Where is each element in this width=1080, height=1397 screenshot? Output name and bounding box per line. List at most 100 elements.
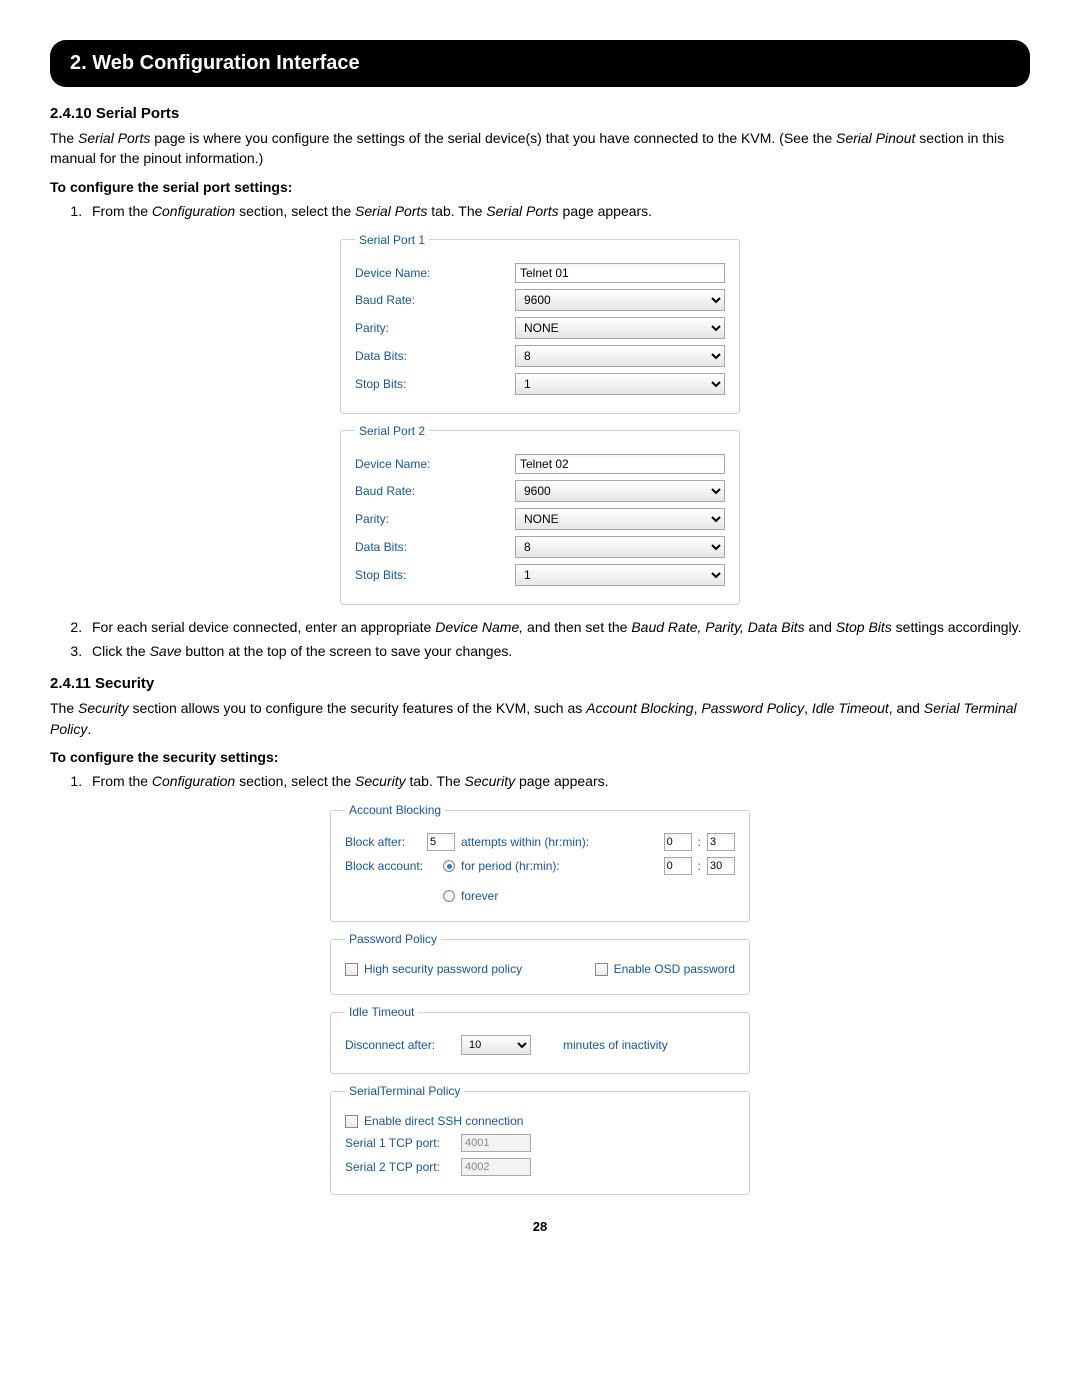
label-baud: Baud Rate: xyxy=(355,293,515,307)
label-enable-ssh: Enable direct SSH connection xyxy=(364,1114,523,1128)
input-hr1[interactable] xyxy=(664,833,692,851)
idle-timeout-fieldset: Idle Timeout Disconnect after: 10 minute… xyxy=(330,1005,750,1074)
serial-terminal-fieldset: SerialTerminal Policy Enable direct SSH … xyxy=(330,1084,750,1195)
select-parity-2[interactable]: NONE xyxy=(515,508,725,530)
row-baud: Baud Rate: 9600 xyxy=(355,289,725,311)
section-serial-ports-heading: 2.4.10 Serial Ports xyxy=(50,105,1030,122)
text-italic: Serial Pinout xyxy=(836,130,915,146)
label-enable-osd: Enable OSD password xyxy=(614,962,735,976)
text-italic: Device Name, xyxy=(435,619,523,635)
radio-forever[interactable] xyxy=(443,890,455,902)
text: , xyxy=(804,700,812,716)
label-block-account: Block account: xyxy=(345,859,437,873)
text-italic: Security xyxy=(355,773,406,789)
chapter-header: 2. Web Configuration Interface xyxy=(50,40,1030,87)
select-baud-1[interactable]: 9600 xyxy=(515,289,725,311)
text: tab. The xyxy=(427,203,486,219)
checkbox-enable-ssh[interactable] xyxy=(345,1115,358,1128)
select-databits-1[interactable]: 8 xyxy=(515,345,725,367)
sec-step-1: From the Configuration section, select t… xyxy=(86,771,1030,791)
input-serial2-tcp[interactable] xyxy=(461,1158,531,1176)
text-italic: Baud Rate, Parity, Data Bits xyxy=(631,619,804,635)
select-idle-timeout[interactable]: 10 xyxy=(461,1035,531,1055)
password-policy-row: High security password policy Enable OSD… xyxy=(345,962,735,976)
input-serial1-tcp[interactable] xyxy=(461,1134,531,1152)
security-screenshot: Account Blocking Block after: attempts w… xyxy=(330,803,750,1195)
label-baud: Baud Rate: xyxy=(355,484,515,498)
step-1: From the Configuration section, select t… xyxy=(86,201,1030,221)
checkbox-high-security[interactable] xyxy=(345,963,358,976)
account-blocking-legend: Account Blocking xyxy=(345,803,445,817)
text: and then set the xyxy=(523,619,631,635)
text: section allows you to configure the secu… xyxy=(129,700,587,716)
text: . xyxy=(87,721,91,737)
label-forever: forever xyxy=(461,889,498,903)
serial-terminal-legend: SerialTerminal Policy xyxy=(345,1084,464,1098)
label-serial1-tcp: Serial 1 TCP port: xyxy=(345,1136,455,1150)
label-databits: Data Bits: xyxy=(355,540,515,554)
serial-ports-subhead: To configure the serial port settings: xyxy=(50,179,1030,195)
serial-ports-screenshot: Serial Port 1 Device Name: Baud Rate: 96… xyxy=(340,233,740,605)
input-min1[interactable] xyxy=(707,833,735,851)
row-stopbits: Stop Bits: 1 xyxy=(355,373,725,395)
select-parity-1[interactable]: NONE xyxy=(515,317,725,339)
text-italic: Idle Timeout xyxy=(812,700,889,716)
text: , and xyxy=(889,700,924,716)
label-serial2-tcp: Serial 2 TCP port: xyxy=(345,1160,455,1174)
block-account-row: Block account: for period (hr:min): : xyxy=(345,857,735,875)
text-italic: Serial Ports xyxy=(355,203,427,219)
text: The xyxy=(50,700,78,716)
text-italic: Configuration xyxy=(152,203,235,219)
serial-ports-intro: The Serial Ports page is where you confi… xyxy=(50,128,1030,169)
row-parity: Parity: NONE xyxy=(355,508,725,530)
select-stopbits-2[interactable]: 1 xyxy=(515,564,725,586)
text: From the xyxy=(92,773,152,789)
idle-timeout-row: Disconnect after: 10 minutes of inactivi… xyxy=(345,1035,735,1055)
label-stopbits: Stop Bits: xyxy=(355,568,515,582)
label-high-security: High security password policy xyxy=(364,962,522,976)
text-italic: Serial Ports xyxy=(486,203,558,219)
text: page is where you configure the settings… xyxy=(150,130,836,146)
label-minutes-inactivity: minutes of inactivity xyxy=(563,1038,668,1052)
row-device-name: Device Name: xyxy=(355,454,725,474)
security-intro: The Security section allows you to confi… xyxy=(50,698,1030,739)
label-stopbits: Stop Bits: xyxy=(355,377,515,391)
input-device-name-1[interactable] xyxy=(515,263,725,283)
radio-for-period[interactable] xyxy=(443,860,455,872)
page-number: 28 xyxy=(50,1219,1030,1234)
checkbox-enable-osd[interactable] xyxy=(595,963,608,976)
account-blocking-fieldset: Account Blocking Block after: attempts w… xyxy=(330,803,750,922)
text-italic: Serial Ports xyxy=(78,130,150,146)
input-attempts[interactable] xyxy=(427,833,455,851)
step-3: Click the Save button at the top of the … xyxy=(86,641,1030,661)
input-device-name-2[interactable] xyxy=(515,454,725,474)
label-for-period: for period (hr:min): xyxy=(461,859,560,873)
select-baud-2[interactable]: 9600 xyxy=(515,480,725,502)
serial-port-2-legend: Serial Port 2 xyxy=(355,424,429,438)
select-stopbits-1[interactable]: 1 xyxy=(515,373,725,395)
row-parity: Parity: NONE xyxy=(355,317,725,339)
text-italic: Password Policy xyxy=(701,700,804,716)
row-baud: Baud Rate: 9600 xyxy=(355,480,725,502)
input-hr2[interactable] xyxy=(664,857,692,875)
input-min2[interactable] xyxy=(707,857,735,875)
text: From the xyxy=(92,203,152,219)
serial-ports-steps-cont: For each serial device connected, enter … xyxy=(50,617,1030,662)
row-databits: Data Bits: 8 xyxy=(355,345,725,367)
colon: : xyxy=(698,859,701,873)
text: settings accordingly. xyxy=(892,619,1022,635)
text: section, select the xyxy=(235,203,355,219)
serial-port-1-fieldset: Serial Port 1 Device Name: Baud Rate: 96… xyxy=(340,233,740,414)
text: page appears. xyxy=(515,773,608,789)
label-parity: Parity: xyxy=(355,321,515,335)
row-device-name: Device Name: xyxy=(355,263,725,283)
label-databits: Data Bits: xyxy=(355,349,515,363)
text: The xyxy=(50,130,78,146)
select-databits-2[interactable]: 8 xyxy=(515,536,725,558)
text: and xyxy=(805,619,836,635)
password-policy-fieldset: Password Policy High security password p… xyxy=(330,932,750,995)
serial1-tcp-row: Serial 1 TCP port: xyxy=(345,1134,735,1152)
colon: : xyxy=(698,835,701,849)
password-policy-legend: Password Policy xyxy=(345,932,441,946)
label-disconnect-after: Disconnect after: xyxy=(345,1038,455,1052)
